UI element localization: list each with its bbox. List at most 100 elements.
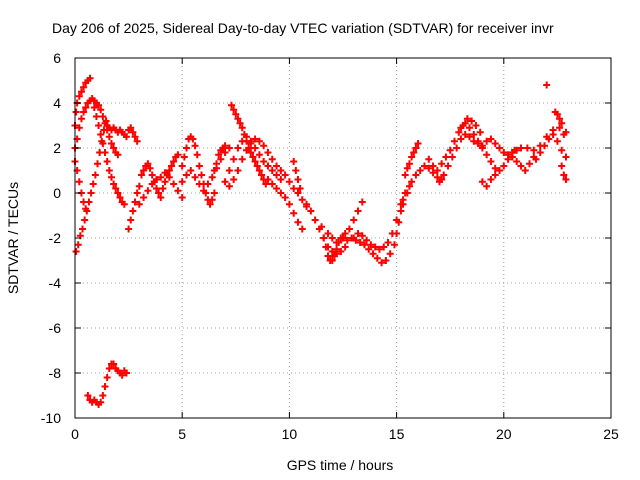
data-point — [193, 151, 201, 159]
data-point — [403, 189, 411, 197]
data-point — [99, 113, 107, 120]
data-point — [487, 158, 495, 165]
data-point — [268, 155, 276, 163]
data-point — [483, 137, 491, 145]
data-point — [83, 207, 91, 215]
data-point — [187, 167, 195, 174]
x-tick-label: 25 — [603, 426, 619, 442]
data-point — [491, 171, 499, 179]
data-point — [72, 248, 80, 255]
data-point — [204, 180, 212, 188]
data-point — [92, 113, 100, 120]
data-point — [182, 171, 190, 179]
data-point — [268, 180, 276, 188]
data-point — [221, 149, 229, 156]
data-point — [399, 200, 407, 208]
data-point — [526, 160, 534, 168]
data-point — [268, 167, 276, 174]
data-point — [358, 198, 366, 206]
data-point — [191, 173, 199, 181]
data-point — [369, 250, 377, 258]
data-point — [343, 236, 351, 244]
data-point — [311, 216, 319, 224]
data-point — [438, 160, 446, 168]
data-point — [356, 239, 364, 246]
data-point — [468, 117, 476, 125]
data-point — [442, 153, 450, 161]
data-point — [122, 133, 130, 141]
data-point — [281, 194, 289, 201]
data-point — [408, 178, 416, 186]
data-point — [523, 144, 531, 152]
data-point — [253, 162, 261, 170]
data-point — [478, 178, 486, 186]
data-point — [425, 155, 433, 163]
data-point — [294, 189, 302, 197]
data-point — [558, 146, 566, 154]
data-point — [135, 182, 143, 190]
data-point — [225, 182, 233, 190]
data-point — [491, 140, 499, 147]
data-point — [255, 151, 263, 159]
y-tick-label: 0 — [53, 185, 61, 201]
data-point — [232, 110, 240, 118]
data-point — [234, 115, 242, 123]
data-point — [363, 236, 371, 244]
data-point — [354, 207, 362, 215]
data-point — [457, 135, 465, 143]
y-axis-title: SDTVAR / TECUs — [5, 182, 21, 294]
data-point — [129, 207, 137, 215]
data-point — [213, 160, 221, 168]
data-point — [339, 234, 347, 242]
data-point — [77, 88, 85, 96]
data-point — [324, 252, 332, 260]
data-point — [97, 398, 105, 406]
data-point — [120, 200, 128, 208]
data-point — [167, 162, 175, 170]
data-point — [294, 176, 302, 183]
data-point — [125, 225, 133, 233]
data-point — [140, 167, 148, 174]
data-point — [429, 169, 437, 177]
data-point — [433, 167, 441, 174]
data-point — [448, 153, 456, 161]
data-point — [465, 133, 473, 141]
data-point — [328, 257, 336, 264]
data-point — [450, 137, 458, 145]
data-point — [90, 104, 98, 111]
y-tick-label: -6 — [49, 320, 62, 336]
data-point — [457, 124, 465, 132]
data-point — [298, 225, 306, 233]
data-point — [110, 144, 118, 152]
data-point — [281, 171, 289, 179]
data-point — [341, 243, 349, 251]
data-point — [453, 144, 461, 152]
data-point — [140, 194, 148, 201]
data-markers — [71, 74, 570, 408]
data-point — [258, 171, 266, 179]
data-point — [161, 178, 169, 186]
data-point — [470, 131, 478, 138]
data-point — [354, 230, 362, 237]
data-point — [105, 167, 113, 174]
data-point — [110, 180, 118, 188]
data-point — [148, 180, 156, 188]
data-point — [367, 241, 375, 249]
data-point — [264, 176, 272, 183]
data-point — [105, 133, 113, 141]
y-tick-label: 6 — [53, 50, 61, 66]
x-tick-label: 20 — [496, 426, 512, 442]
data-point — [103, 158, 111, 165]
data-point — [84, 392, 92, 399]
data-point — [333, 239, 341, 246]
data-point — [440, 171, 448, 179]
data-point — [170, 180, 178, 188]
data-point — [133, 189, 141, 197]
data-point — [476, 128, 484, 136]
x-axis-title: GPS time / hours — [287, 457, 394, 473]
data-point — [260, 142, 268, 150]
data-point — [99, 392, 107, 399]
data-point — [290, 185, 298, 192]
data-point — [159, 185, 167, 192]
data-point — [307, 207, 315, 215]
